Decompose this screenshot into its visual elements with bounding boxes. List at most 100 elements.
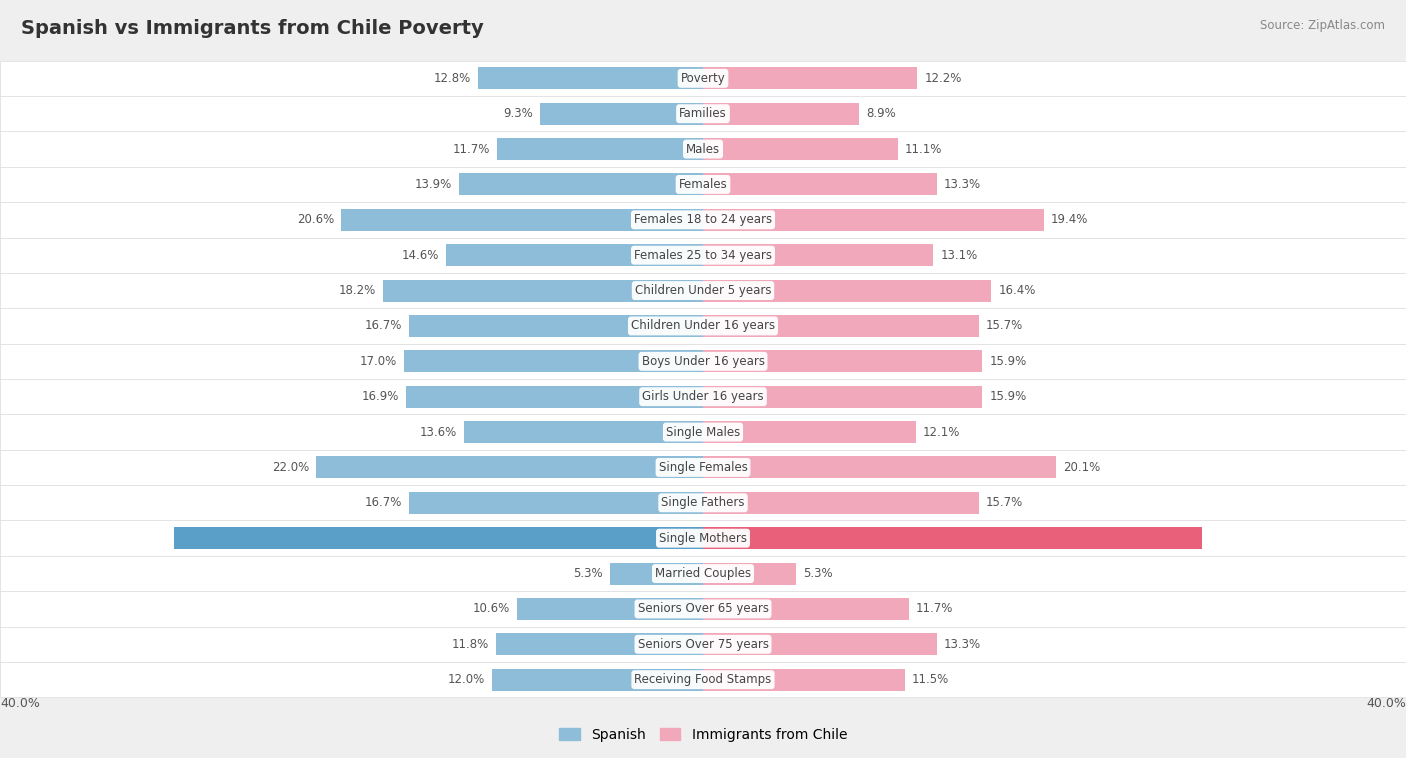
Text: 16.9%: 16.9%	[361, 390, 399, 403]
FancyBboxPatch shape	[0, 273, 1406, 309]
FancyBboxPatch shape	[0, 131, 1406, 167]
Bar	[464, 421, 703, 443]
Text: 30.1%: 30.1%	[129, 531, 167, 545]
FancyBboxPatch shape	[0, 237, 1406, 273]
Bar	[409, 315, 703, 337]
Text: Females: Females	[679, 178, 727, 191]
Text: 19.4%: 19.4%	[1050, 213, 1088, 227]
Text: 11.7%: 11.7%	[453, 143, 491, 155]
Bar	[703, 315, 979, 337]
Bar	[703, 492, 979, 514]
Text: 13.6%: 13.6%	[420, 425, 457, 439]
FancyBboxPatch shape	[0, 556, 1406, 591]
Text: Poverty: Poverty	[681, 72, 725, 85]
Text: Married Couples: Married Couples	[655, 567, 751, 580]
Text: 12.8%: 12.8%	[434, 72, 471, 85]
Text: 10.6%: 10.6%	[472, 603, 510, 615]
Bar	[492, 669, 703, 691]
Bar	[703, 138, 898, 160]
Text: 12.2%: 12.2%	[925, 72, 962, 85]
FancyBboxPatch shape	[0, 379, 1406, 415]
Text: Families: Families	[679, 107, 727, 121]
Text: 11.8%: 11.8%	[451, 637, 489, 651]
Bar	[703, 67, 917, 89]
Bar	[703, 598, 908, 620]
Text: 5.3%: 5.3%	[803, 567, 832, 580]
Bar	[703, 421, 915, 443]
Text: 15.7%: 15.7%	[986, 319, 1024, 333]
Bar	[703, 280, 991, 302]
FancyBboxPatch shape	[0, 343, 1406, 379]
Bar	[405, 350, 703, 372]
Text: 17.0%: 17.0%	[360, 355, 398, 368]
FancyBboxPatch shape	[0, 627, 1406, 662]
Text: 13.3%: 13.3%	[943, 178, 981, 191]
FancyBboxPatch shape	[0, 202, 1406, 237]
Text: 11.7%: 11.7%	[915, 603, 953, 615]
Text: 12.0%: 12.0%	[449, 673, 485, 686]
Text: 16.4%: 16.4%	[998, 284, 1036, 297]
FancyBboxPatch shape	[0, 167, 1406, 202]
Text: Single Fathers: Single Fathers	[661, 496, 745, 509]
Text: Boys Under 16 years: Boys Under 16 years	[641, 355, 765, 368]
Bar	[610, 562, 703, 584]
FancyBboxPatch shape	[0, 96, 1406, 131]
Text: 13.1%: 13.1%	[941, 249, 977, 262]
Bar	[540, 103, 703, 124]
Text: 13.3%: 13.3%	[943, 637, 981, 651]
FancyBboxPatch shape	[0, 61, 1406, 96]
Bar	[703, 209, 1043, 230]
Text: 20.6%: 20.6%	[297, 213, 335, 227]
FancyBboxPatch shape	[0, 591, 1406, 627]
Bar	[382, 280, 703, 302]
Bar	[703, 562, 796, 584]
Text: 15.9%: 15.9%	[990, 355, 1026, 368]
Text: 11.5%: 11.5%	[912, 673, 949, 686]
Text: Girls Under 16 years: Girls Under 16 years	[643, 390, 763, 403]
Legend: Spanish, Immigrants from Chile: Spanish, Immigrants from Chile	[554, 722, 852, 747]
Bar	[703, 103, 859, 124]
Text: Spanish vs Immigrants from Chile Poverty: Spanish vs Immigrants from Chile Poverty	[21, 19, 484, 38]
Bar	[496, 634, 703, 655]
Text: Females 18 to 24 years: Females 18 to 24 years	[634, 213, 772, 227]
Text: 16.7%: 16.7%	[366, 496, 402, 509]
FancyBboxPatch shape	[0, 662, 1406, 697]
Text: 18.2%: 18.2%	[339, 284, 377, 297]
Bar	[703, 386, 983, 408]
Text: 15.7%: 15.7%	[986, 496, 1024, 509]
Bar	[316, 456, 703, 478]
FancyBboxPatch shape	[0, 309, 1406, 343]
Text: Females 25 to 34 years: Females 25 to 34 years	[634, 249, 772, 262]
FancyBboxPatch shape	[0, 449, 1406, 485]
Bar	[498, 138, 703, 160]
Text: Receiving Food Stamps: Receiving Food Stamps	[634, 673, 772, 686]
Text: 14.6%: 14.6%	[402, 249, 439, 262]
Text: 12.1%: 12.1%	[922, 425, 960, 439]
Bar	[447, 244, 703, 266]
Text: 13.9%: 13.9%	[415, 178, 451, 191]
Text: Seniors Over 65 years: Seniors Over 65 years	[637, 603, 769, 615]
Text: 40.0%: 40.0%	[1367, 697, 1406, 710]
Bar	[703, 350, 983, 372]
Text: Single Females: Single Females	[658, 461, 748, 474]
Text: 11.1%: 11.1%	[905, 143, 942, 155]
Text: 5.3%: 5.3%	[574, 567, 603, 580]
Text: Single Mothers: Single Mothers	[659, 531, 747, 545]
Text: Single Males: Single Males	[666, 425, 740, 439]
Text: Children Under 5 years: Children Under 5 years	[634, 284, 772, 297]
Text: 9.3%: 9.3%	[503, 107, 533, 121]
Text: 40.0%: 40.0%	[0, 697, 39, 710]
FancyBboxPatch shape	[0, 415, 1406, 449]
Text: Children Under 16 years: Children Under 16 years	[631, 319, 775, 333]
Bar	[703, 528, 1202, 549]
Bar	[174, 528, 703, 549]
Text: Males: Males	[686, 143, 720, 155]
Text: Source: ZipAtlas.com: Source: ZipAtlas.com	[1260, 19, 1385, 32]
Text: 16.7%: 16.7%	[366, 319, 402, 333]
FancyBboxPatch shape	[0, 485, 1406, 521]
Text: 22.0%: 22.0%	[273, 461, 309, 474]
Text: Seniors Over 75 years: Seniors Over 75 years	[637, 637, 769, 651]
Bar	[703, 456, 1056, 478]
Text: 28.4%: 28.4%	[1209, 531, 1246, 545]
Text: 15.9%: 15.9%	[990, 390, 1026, 403]
